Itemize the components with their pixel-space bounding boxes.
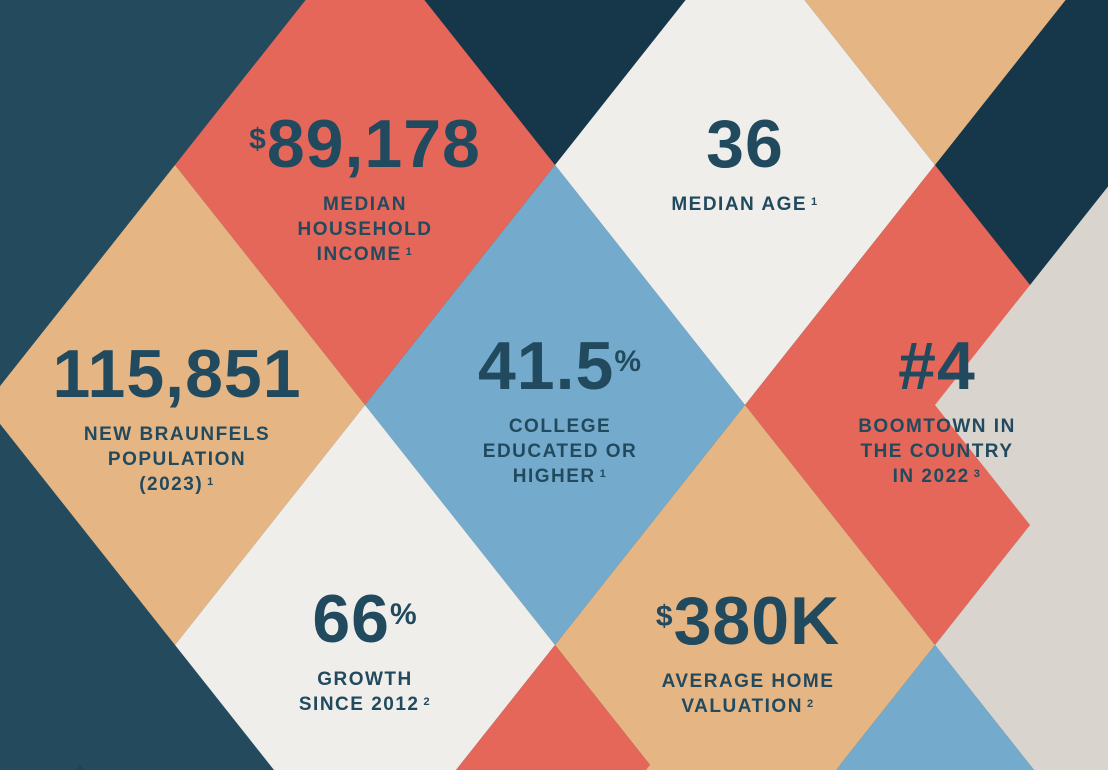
stat-label-text: IN 2022 <box>892 466 970 487</box>
stat-prefix: $ <box>655 600 674 633</box>
stat-suffix: % <box>614 345 643 378</box>
stat-label-line: THE COUNTRY <box>858 439 1016 464</box>
stat-label-text: VALUATION <box>681 696 803 717</box>
diamond-tile-white <box>175 405 555 770</box>
stat-label-line: SINCE 2012 2 <box>299 692 431 717</box>
stat-college-educated: 41.5% COLLEGE EDUCATED OR HIGHER 1 <box>478 332 642 489</box>
stat-label-line: MEDIAN AGE 1 <box>671 192 818 217</box>
diamond-tile-white <box>555 0 935 405</box>
stat-label-line: EDUCATED OR <box>478 439 642 464</box>
stat-suffix: % <box>389 598 418 631</box>
stat-median-age: 36 MEDIAN AGE 1 <box>671 110 818 217</box>
diamond-tile-orange <box>0 165 365 645</box>
footnote-marker: 1 <box>405 246 414 258</box>
stat-label-line: COLLEGE <box>478 414 642 439</box>
stat-label-text: HOUSEHOLD <box>297 219 433 240</box>
stat-label-text: COLLEGE <box>508 416 612 437</box>
stat-label-line: INCOME 1 <box>249 242 481 267</box>
stat-label: COLLEGE EDUCATED OR HIGHER 1 <box>478 414 642 489</box>
diamond-tile-red <box>175 0 555 405</box>
stat-population: 115,851 NEW BRAUNFELS POPULATION (2023) 1 <box>52 340 301 497</box>
stat-label: AVERAGE HOME VALUATION 2 <box>656 669 840 719</box>
diamond-tile-gray <box>935 426 1108 770</box>
stat-number: 41.5 <box>477 328 615 404</box>
stat-median-household-income: $89,178 MEDIAN HOUSEHOLD INCOME 1 <box>249 110 481 267</box>
stat-value: #4 <box>858 332 1016 400</box>
footnote-marker: 3 <box>973 468 982 480</box>
footnote-marker: 1 <box>811 196 819 208</box>
diamond-tile-blue <box>836 645 1034 770</box>
footnote-marker: 2 <box>423 696 432 708</box>
stat-value: $380K <box>656 587 840 655</box>
footnote-marker: 1 <box>207 476 215 488</box>
stat-label: GROWTH SINCE 2012 2 <box>299 667 431 717</box>
stat-value: 36 <box>671 110 818 178</box>
stat-label-line: HOUSEHOLD <box>249 217 481 242</box>
stat-label-line: HIGHER 1 <box>478 464 642 489</box>
stat-number: 66 <box>312 581 390 657</box>
stat-label-line: IN 2022 3 <box>858 464 1016 489</box>
diamond-tile-orange <box>646 645 844 770</box>
stat-label: BOOMTOWN IN THE COUNTRY IN 2022 3 <box>858 414 1016 489</box>
stat-label-text: POPULATION <box>107 449 247 470</box>
stat-label-line: POPULATION <box>52 447 301 472</box>
diamond-tile-orange <box>555 405 935 770</box>
stat-boomtown-rank: #4 BOOMTOWN IN THE COUNTRY IN 2022 3 <box>858 332 1016 489</box>
stat-number: 89,178 <box>266 106 481 182</box>
stat-label-text: THE COUNTRY <box>860 441 1014 462</box>
stat-home-valuation: $380K AVERAGE HOME VALUATION 2 <box>656 587 840 719</box>
diamond-tile-red <box>745 165 1108 645</box>
stat-label-line: AVERAGE HOME <box>656 669 840 694</box>
diamond-tile-orange <box>804 0 1066 165</box>
stat-value: 115,851 <box>52 340 301 408</box>
stat-label-text: (2023) <box>139 474 204 495</box>
stat-label: MEDIAN HOUSEHOLD INCOME 1 <box>249 192 481 267</box>
stat-number: 380K <box>673 583 841 659</box>
stat-label: MEDIAN AGE 1 <box>671 192 818 217</box>
stat-label-text: AVERAGE HOME <box>661 671 835 692</box>
stat-label-line: (2023) 1 <box>52 472 301 497</box>
stat-label-text: HIGHER <box>512 466 596 487</box>
stat-label-text: GROWTH <box>317 669 413 690</box>
stat-label-text: MEDIAN <box>323 194 407 215</box>
stat-label-line: MEDIAN <box>249 192 481 217</box>
stat-label-text: NEW BRAUNFELS <box>83 424 271 445</box>
stat-number: 115,851 <box>52 336 302 412</box>
stat-label-line: GROWTH <box>299 667 431 692</box>
stat-label: NEW BRAUNFELS POPULATION (2023) 1 <box>52 422 301 497</box>
stat-value: $89,178 <box>249 110 481 178</box>
footnote-marker: 1 <box>599 468 608 480</box>
stat-label-text: MEDIAN AGE <box>671 194 808 215</box>
footnote-marker: 2 <box>806 698 815 710</box>
stat-value: 41.5% <box>478 332 642 400</box>
stat-label-text: EDUCATED OR <box>482 441 638 462</box>
stat-growth: 66% GROWTH SINCE 2012 2 <box>299 585 431 717</box>
stat-label-text: BOOMTOWN IN <box>858 416 1016 437</box>
stat-value: 66% <box>299 585 431 653</box>
stat-label-line: NEW BRAUNFELS <box>52 422 301 447</box>
stat-label-line: BOOMTOWN IN <box>858 414 1016 439</box>
stat-label-text: SINCE 2012 <box>298 694 420 715</box>
stat-label-text: INCOME <box>316 244 402 265</box>
stat-number: #4 <box>898 328 976 404</box>
stat-number: 36 <box>706 106 784 182</box>
diamond-tile-red <box>456 645 654 770</box>
stat-prefix: $ <box>249 123 267 156</box>
stat-label-line: VALUATION 2 <box>656 694 840 719</box>
